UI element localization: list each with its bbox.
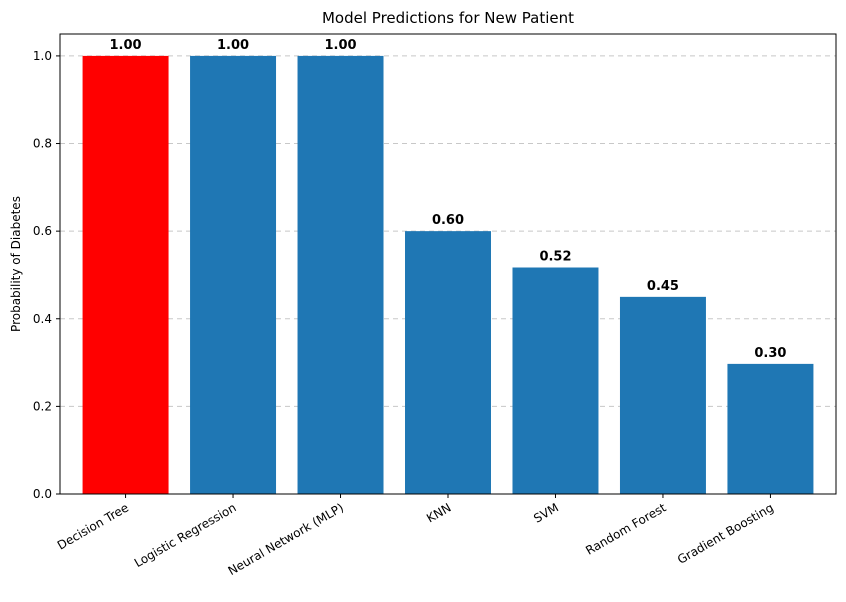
data-label: 0.60	[432, 213, 464, 228]
chart-title: Model Predictions for New Patient	[322, 9, 574, 27]
bar	[512, 267, 599, 494]
data-label: 0.45	[647, 279, 679, 294]
x-tick-label: SVM	[531, 500, 561, 525]
y-tick-label: 0.8	[33, 137, 52, 151]
y-tick-label: 0.2	[33, 399, 52, 413]
y-tick-label: 1.0	[33, 49, 52, 63]
plot-frame	[59, 33, 837, 495]
data-label: 1.00	[324, 38, 356, 53]
bar	[619, 296, 706, 494]
axes	[56, 33, 837, 498]
y-tick-label: 0.4	[33, 312, 52, 326]
x-tick-label: KNN	[424, 500, 453, 525]
x-tick-label: Logistic Regression	[132, 500, 239, 570]
data-label: 0.52	[539, 250, 571, 265]
data-label: 1.00	[217, 38, 249, 53]
data-label: 1.00	[110, 38, 142, 53]
bar	[727, 363, 814, 494]
bar	[190, 55, 277, 495]
x-tick-label: Gradient Boosting	[675, 500, 776, 566]
x-tick-label: Random Forest	[583, 500, 668, 557]
y-tick-label: 0.6	[33, 224, 52, 238]
data-label: 0.30	[754, 346, 786, 361]
x-tick-label: Neural Network (MLP)	[226, 500, 346, 578]
y-axis-label: Probability of Diabetes	[9, 196, 23, 332]
bar	[405, 231, 491, 494]
bar	[82, 55, 169, 495]
bar	[297, 55, 384, 495]
x-tick-label: Decision Tree	[55, 500, 131, 552]
bars	[82, 55, 814, 495]
y-tick-label: 0.0	[33, 487, 52, 501]
